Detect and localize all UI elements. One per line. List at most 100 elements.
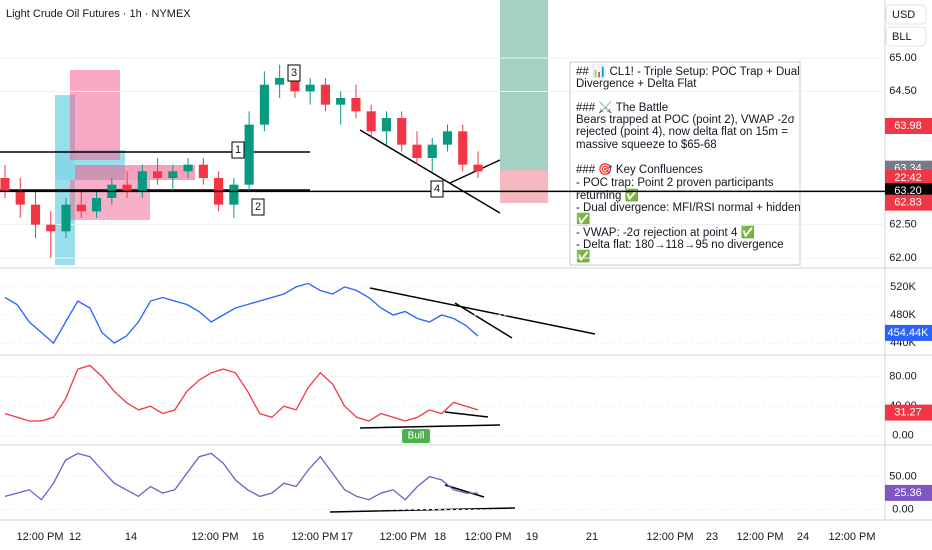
indicator-line [4, 282, 479, 345]
point-marker [231, 141, 245, 159]
candle-body [30, 204, 41, 225]
y-tick-label: 62.50 [889, 219, 917, 231]
point-label: 2 [255, 201, 261, 213]
x-tick-label: 16 [252, 531, 264, 543]
x-tick-label: 12:00 PM [828, 531, 875, 543]
price-tag-label: 31.27 [894, 407, 922, 419]
candle-body [168, 171, 178, 178]
candle-body [336, 98, 346, 105]
point-label: 3 [291, 67, 297, 79]
y-tick-label: 0.00 [892, 504, 913, 516]
price-tag-label: 454.44K [888, 327, 930, 339]
annotation-line: ### 🎯 Key Confluences [576, 162, 703, 176]
x-tick-label: 12:00 PM [379, 531, 426, 543]
annotation-line: ### ⚔️ The Battle [576, 100, 668, 114]
annotation-line: rejected (point 4), now delta flat on 15… [576, 126, 788, 138]
candle-body [458, 131, 468, 165]
y-tick-label: 65.00 [889, 52, 917, 64]
x-tick-label: 17 [341, 531, 353, 543]
annotation-line: - Delta flat: 180→118→95 no divergence [576, 239, 784, 251]
currency-button[interactable] [885, 4, 927, 25]
price-tag-label: 25.36 [894, 487, 922, 499]
pane-separators [0, 0, 932, 521]
annotation-line: - POC trap: Point 2 proven participants [576, 177, 774, 189]
price-tag [885, 484, 932, 501]
candle-body [427, 144, 437, 158]
point-marker [251, 198, 265, 216]
point-marker [430, 180, 444, 198]
annotation-line: ✅ [576, 212, 590, 226]
candle-body [305, 84, 315, 92]
candle-body [351, 98, 361, 112]
currency-button-label[interactable]: USD [892, 9, 915, 21]
y-tick-label: 80.00 [889, 370, 917, 382]
chart-title: Light Crude Oil Futures · 1h · NYMEX [6, 8, 191, 20]
candle-body [122, 184, 132, 192]
candle-body [366, 111, 376, 132]
candle-body [46, 224, 56, 232]
signal-badge [402, 429, 430, 443]
candle-body [259, 84, 269, 125]
indicator-line [4, 364, 479, 422]
x-tick-label: 23 [706, 531, 718, 543]
indicator-line [4, 452, 478, 501]
x-tick-label: 14 [125, 531, 137, 543]
signal-badge-label: Bull [408, 431, 425, 442]
x-tick-label: 24 [797, 531, 809, 543]
candle-body [320, 84, 330, 105]
candle-body [229, 184, 239, 205]
currency-button[interactable] [885, 26, 927, 47]
x-tick-label: 12:00 PM [291, 531, 338, 543]
candle-body [137, 171, 147, 192]
drawings [0, 129, 596, 513]
y-tick-label: 50.00 [889, 470, 917, 482]
candle-body [183, 164, 193, 172]
target-zone [500, 0, 548, 170]
candle-body [381, 118, 392, 132]
candle-body [412, 144, 422, 158]
price-tag [885, 194, 932, 211]
candle-body [153, 171, 163, 178]
x-tick-label: 12:00 PM [646, 531, 693, 543]
x-tick-label: 12 [69, 531, 81, 543]
y-tick-label: 64.50 [889, 85, 917, 97]
annotation-box [569, 61, 801, 266]
price-tag [885, 404, 932, 421]
annotation-line: Bears trapped at POC (point 2), VWAP -2σ [576, 114, 795, 126]
candle-body [76, 204, 86, 212]
price-tag [885, 324, 932, 341]
candle-body [198, 164, 208, 178]
candle-body [91, 198, 102, 212]
annotation-line: returning ✅ [576, 188, 639, 202]
currency-button-label[interactable]: BLL [892, 31, 912, 43]
price-tag-label: 63.20 [894, 185, 922, 197]
candle-body [275, 78, 285, 85]
x-tick-label: 12:00 PM [736, 531, 783, 543]
x-tick-label: 12:00 PM [464, 531, 511, 543]
point-label: 4 [434, 183, 440, 195]
x-tick-label: 12:00 PM [16, 531, 63, 543]
candle-body [397, 118, 407, 145]
x-tick-label: 19 [526, 531, 538, 543]
price-tag-label: 62.83 [894, 197, 922, 209]
stop-zone [500, 170, 548, 203]
price-tag [885, 118, 932, 134]
x-tick-label: 21 [586, 531, 598, 543]
y-tick-label: 480K [890, 309, 916, 321]
candle-body [442, 131, 453, 145]
y-tick-label: 520K [890, 281, 916, 293]
annotation-line: ## 📊 CL1! - Triple Setup: POC Trap + Dua… [576, 64, 800, 78]
annotation-line: - Dual divergence: MFI/RSI normal + hidd… [576, 202, 801, 214]
point-label: 1 [235, 144, 241, 156]
price-tag-label: 63.98 [894, 120, 922, 132]
candle-body [61, 204, 71, 232]
candle-body [0, 178, 10, 192]
annotation-line: Divergence + Delta Flat [576, 78, 697, 90]
annotation-line: massive squeeze to $65-68 [576, 139, 717, 151]
annotation-line: - VWAP: -2σ rejection at point 4 ✅ [576, 225, 755, 239]
candle-body [244, 124, 254, 185]
annotation-line: ✅ [576, 249, 590, 263]
candle-body [15, 191, 25, 205]
y-tick-label: 62.00 [889, 252, 917, 264]
